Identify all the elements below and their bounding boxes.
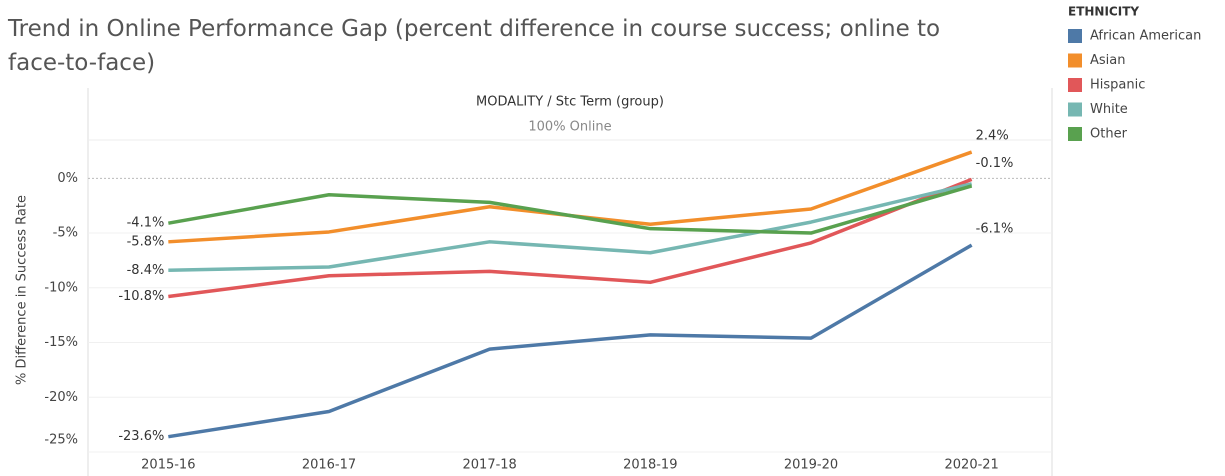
data-label: -6.1%: [976, 222, 1014, 237]
line-series: [168, 243, 973, 439]
legend-label: African American: [1090, 29, 1201, 44]
legend-swatch: [1068, 127, 1082, 141]
data-label: -5.8%: [127, 234, 165, 249]
y-tick-label: -15%: [44, 335, 78, 350]
line-series: [168, 184, 973, 235]
legend-swatch: [1068, 53, 1082, 68]
line-series: [168, 177, 973, 299]
data-label: -4.1%: [127, 216, 165, 231]
subheader: 100% Online: [528, 120, 611, 135]
y-tick-label: -5%: [53, 226, 78, 241]
legend-title: ETHNICITY: [1068, 5, 1139, 19]
x-tick-label: 2019-20: [784, 458, 838, 473]
data-label: -23.6%: [118, 429, 164, 444]
data-label: -8.4%: [127, 263, 165, 278]
header: MODALITY / Stc Term (group): [476, 95, 664, 110]
x-tick-label: 2016-17: [302, 458, 356, 473]
y-tick-label: -20%: [44, 390, 78, 405]
chart-title: face-to-face): [8, 50, 155, 76]
x-tick-label: 2015-16: [141, 458, 195, 473]
legend-swatch: [1068, 78, 1082, 92]
x-tick-label: 2017-18: [463, 458, 517, 473]
x-tick-label: 2018-19: [623, 458, 677, 473]
legend-label: Other: [1090, 127, 1128, 142]
legend-label: Hispanic: [1090, 78, 1145, 93]
legend-swatch: [1068, 29, 1082, 43]
data-label: 2.4%: [976, 129, 1009, 144]
y-axis-label: % Difference in Success Rate: [15, 195, 30, 385]
x-tick-label: 2020-21: [945, 458, 999, 473]
legend-label: White: [1090, 102, 1128, 117]
y-tick-label: -25%: [44, 433, 78, 448]
y-tick-label: -10%: [44, 280, 78, 295]
legend-label: Asian: [1090, 53, 1125, 68]
chart-title: Trend in Online Performance Gap (percent…: [7, 16, 940, 42]
legend-swatch: [1068, 102, 1082, 117]
data-label: -0.1%: [976, 156, 1014, 171]
y-tick-label: 0%: [57, 171, 78, 186]
line-series: [168, 182, 973, 273]
data-label: -10.8%: [118, 289, 164, 304]
